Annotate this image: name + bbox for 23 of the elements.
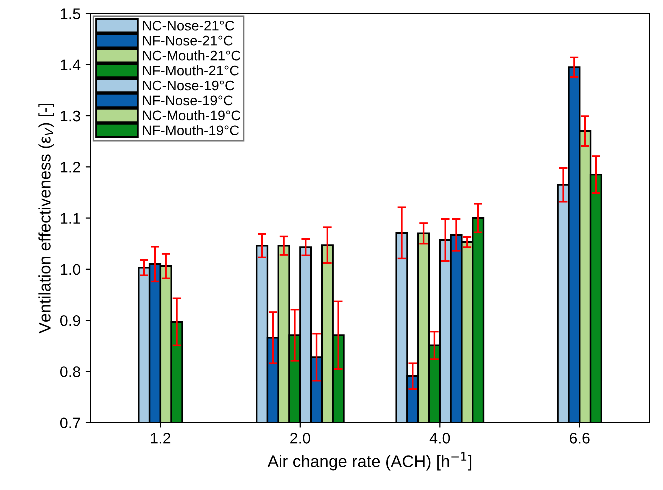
legend-label: NC-Mouth-21°C bbox=[143, 50, 241, 61]
y-tick-label: 0.8 bbox=[60, 366, 80, 378]
legend-label: NC-Mouth-19°C bbox=[143, 110, 241, 121]
y-tick-label: 0.9 bbox=[60, 315, 80, 326]
legend-label: NF-Nose-19°C bbox=[143, 96, 233, 106]
x-tick-label: 6.6 bbox=[570, 432, 590, 444]
y-tick-label: 1.3 bbox=[61, 110, 80, 122]
legend-label: NF-Mouth-21°C bbox=[143, 65, 240, 76]
y-tick-label: 1.0 bbox=[61, 264, 81, 276]
legend-label: NF-Mouth-19°C bbox=[143, 125, 240, 136]
y-tick-label: 1.5 bbox=[61, 8, 80, 20]
y-tick-label: 1.4 bbox=[61, 60, 81, 70]
y-axis-title: Ventilation effectiveness (ε$_{V}$) [-] bbox=[38, 104, 54, 334]
x-axis-title: Air change rate (ACH) [h$^{−1}$] bbox=[268, 452, 472, 471]
y-tick-label: 1.1 bbox=[61, 213, 80, 224]
x-tick-label: 4.0 bbox=[430, 432, 450, 444]
x-tick-label: 1.2 bbox=[151, 432, 171, 444]
y-tick-label: 0.7 bbox=[60, 418, 80, 429]
legend-label: NF-Nose-21°C bbox=[143, 36, 233, 46]
legend-label: NC-Nose-19°C bbox=[143, 80, 234, 91]
legend-label: NC-Nose-21°C bbox=[143, 20, 234, 31]
x-tick-label: 2.0 bbox=[290, 432, 310, 444]
y-tick-label: 1.2 bbox=[61, 162, 80, 173]
